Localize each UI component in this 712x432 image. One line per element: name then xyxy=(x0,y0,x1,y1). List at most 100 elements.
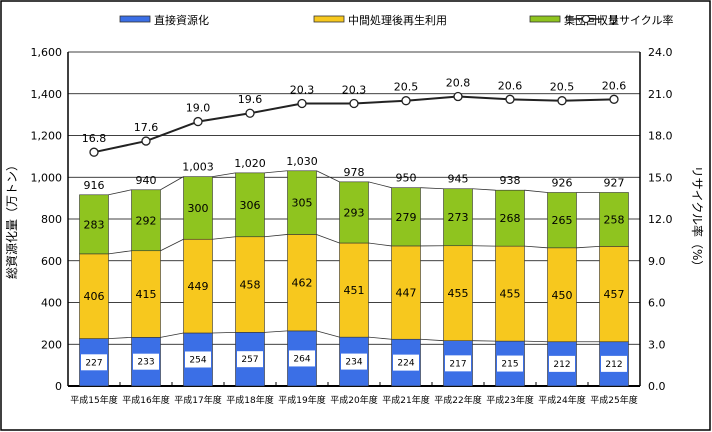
total-label: 978 xyxy=(344,166,365,179)
total-label: 926 xyxy=(552,176,573,189)
bar-value-label: 265 xyxy=(552,214,573,227)
recycle-rate-point xyxy=(141,136,151,146)
bar-value-label: 227 xyxy=(85,358,102,368)
series-connector xyxy=(420,187,444,190)
series-connector xyxy=(264,330,288,333)
y2-tick-label: 21.0 xyxy=(648,88,673,101)
bar-value-label: 415 xyxy=(136,288,157,301)
series-connector xyxy=(368,336,392,340)
series-connector xyxy=(212,172,236,178)
series-connector xyxy=(524,245,548,249)
series-connector xyxy=(108,336,132,340)
series-connector xyxy=(212,236,236,240)
y-tick-label: 200 xyxy=(41,338,62,351)
recycle-rate-point xyxy=(557,96,567,106)
bar-value-label: 306 xyxy=(240,199,261,212)
bar-value-label: 279 xyxy=(396,211,417,224)
series-connector xyxy=(160,332,184,338)
y2-axis-title: リサイクル率（%） xyxy=(690,166,705,273)
series-connector xyxy=(524,340,548,343)
bar-label-bg xyxy=(81,354,107,371)
bar-value-label: 292 xyxy=(136,214,157,227)
bar-3 xyxy=(79,194,109,255)
total-label: 927 xyxy=(604,176,625,189)
recycle-rate-point xyxy=(245,108,255,118)
bar-value-label: 283 xyxy=(84,218,105,231)
recycle-rate-point xyxy=(297,98,307,109)
recycle-rate-point xyxy=(401,96,411,106)
y2-tick-label: 12.0 xyxy=(648,213,673,226)
y-tick-label: 1,000 xyxy=(31,171,63,184)
x-tick-label: 平成23年度 xyxy=(486,394,533,406)
recycle-rate-label: 20.8 xyxy=(446,77,471,90)
bar-value-label: 449 xyxy=(188,280,209,293)
bar-3 xyxy=(235,172,265,238)
y2-tick-label: 9.0 xyxy=(648,255,666,268)
x-tick-label: 平成16年度 xyxy=(122,394,169,406)
bar-label-bg xyxy=(445,355,471,372)
y-tick-label: 800 xyxy=(41,213,62,226)
total-label: 1,030 xyxy=(286,155,318,168)
total-label: 945 xyxy=(448,173,469,186)
bar-label-bg xyxy=(601,355,627,372)
bar-value-label: 406 xyxy=(84,290,105,303)
bar-label-bg xyxy=(393,354,419,371)
legend-label: 集団回収量 xyxy=(564,13,619,27)
x-tick-label: 平成22年度 xyxy=(434,394,481,406)
x-tick-label: 平成19年度 xyxy=(278,394,325,406)
recycle-rate-point xyxy=(349,98,359,109)
bar-2 xyxy=(391,245,421,340)
series-connector xyxy=(472,188,496,191)
bar-value-label: 264 xyxy=(293,354,310,364)
bar-label-bg xyxy=(133,353,159,370)
total-label: 950 xyxy=(396,172,417,185)
series-connector xyxy=(524,189,548,193)
bar-3 xyxy=(339,181,369,244)
bar-value-label: 462 xyxy=(292,277,313,290)
series-connector xyxy=(368,181,392,189)
bar-3 xyxy=(287,170,317,235)
bar-value-label: 215 xyxy=(501,360,518,370)
bar-value-label: 458 xyxy=(240,279,261,292)
legend-swatch xyxy=(313,15,345,23)
bar-label-bg xyxy=(549,355,575,372)
x-tick-label: 平成20年度 xyxy=(330,394,377,406)
series-connector xyxy=(316,330,340,338)
y-axis-title: 総資源化量（万トン） xyxy=(5,159,19,279)
y2-tick-label: 18.0 xyxy=(648,130,673,143)
recycle-rate-label: 20.5 xyxy=(550,81,575,94)
bar-value-label: 217 xyxy=(449,359,466,369)
bar-value-label: 273 xyxy=(448,211,469,224)
bar-label-bg xyxy=(497,355,523,372)
bar-value-label: 254 xyxy=(189,355,206,365)
bar-value-label: 450 xyxy=(552,289,573,302)
bar-2 xyxy=(131,250,161,338)
bar-value-label: 257 xyxy=(241,355,258,365)
bar-value-label: 268 xyxy=(500,212,521,225)
bar-value-label: 234 xyxy=(345,358,362,368)
bar-3 xyxy=(183,176,213,240)
y-tick-label: 1,400 xyxy=(31,88,63,101)
series-connector xyxy=(108,189,132,196)
recycle-rate-label: 17.6 xyxy=(134,121,159,134)
bar-2 xyxy=(287,234,317,332)
bar-value-label: 305 xyxy=(292,197,313,210)
total-label: 1,003 xyxy=(182,161,214,174)
bar-2 xyxy=(79,253,109,339)
bar-value-label: 447 xyxy=(396,287,417,300)
bar-value-label: 455 xyxy=(500,288,521,301)
bar-label-bg xyxy=(237,351,263,368)
recycle-rate-point xyxy=(453,91,463,102)
total-label: 916 xyxy=(84,179,105,192)
series-connector xyxy=(316,234,340,244)
bar-value-label: 457 xyxy=(604,288,625,301)
bar-value-label: 293 xyxy=(344,206,365,219)
legend-swatch xyxy=(529,15,561,23)
bar-value-label: 224 xyxy=(397,359,414,369)
recycle-rate-label: 20.3 xyxy=(290,83,315,96)
y2-tick-label: 3.0 xyxy=(648,338,666,351)
recycle-rate-label: 20.6 xyxy=(602,79,627,92)
series-connector xyxy=(264,170,288,174)
total-label: 940 xyxy=(136,174,157,187)
